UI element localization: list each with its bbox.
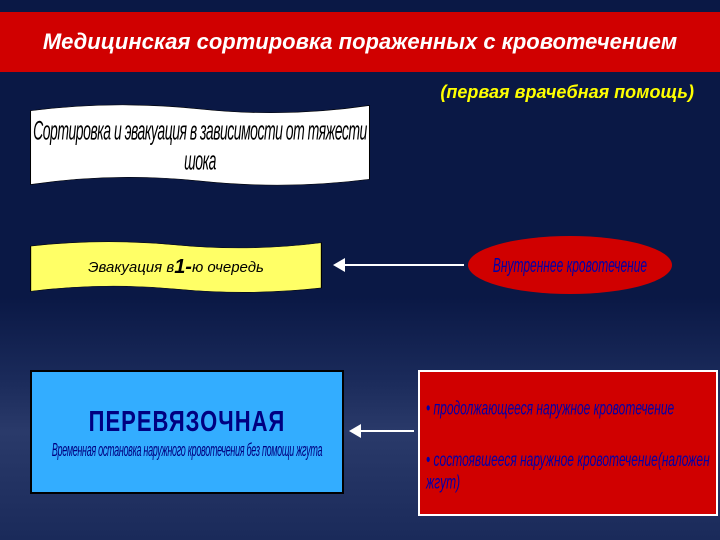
arrow-2 bbox=[354, 430, 414, 432]
subtitle: (первая врачебная помощь) bbox=[440, 82, 694, 103]
arrow-1 bbox=[338, 264, 464, 266]
slide: Медицинская сортировка пораженных с кров… bbox=[0, 0, 720, 540]
red-box-line2: • состоявшееся наружное кровотечение(нал… bbox=[426, 449, 710, 494]
ellipse-internal-bleeding: Внутреннее кровотечение bbox=[468, 236, 672, 294]
wave-box-2-text: Эвакуация в 1-ю очередь bbox=[30, 244, 322, 290]
title-text: Медицинская сортировка пораженных с кров… bbox=[43, 28, 677, 56]
wave-box-1-text: Сортировка и эвакуация в зависимости от … bbox=[30, 110, 370, 180]
title-bar: Медицинская сортировка пораженных с кров… bbox=[0, 12, 720, 72]
blue-box-subtitle: Временная остановка наружного кровотечен… bbox=[52, 440, 322, 460]
red-box-line1: • продолжающееся наружное кровотечение bbox=[426, 397, 710, 419]
blue-box-title: ПЕРЕВЯЗОЧНАЯ bbox=[89, 405, 286, 439]
blue-box: ПЕРЕВЯЗОЧНАЯ Временная остановка наружно… bbox=[30, 370, 344, 494]
red-box: • продолжающееся наружное кровотечение •… bbox=[418, 370, 718, 516]
